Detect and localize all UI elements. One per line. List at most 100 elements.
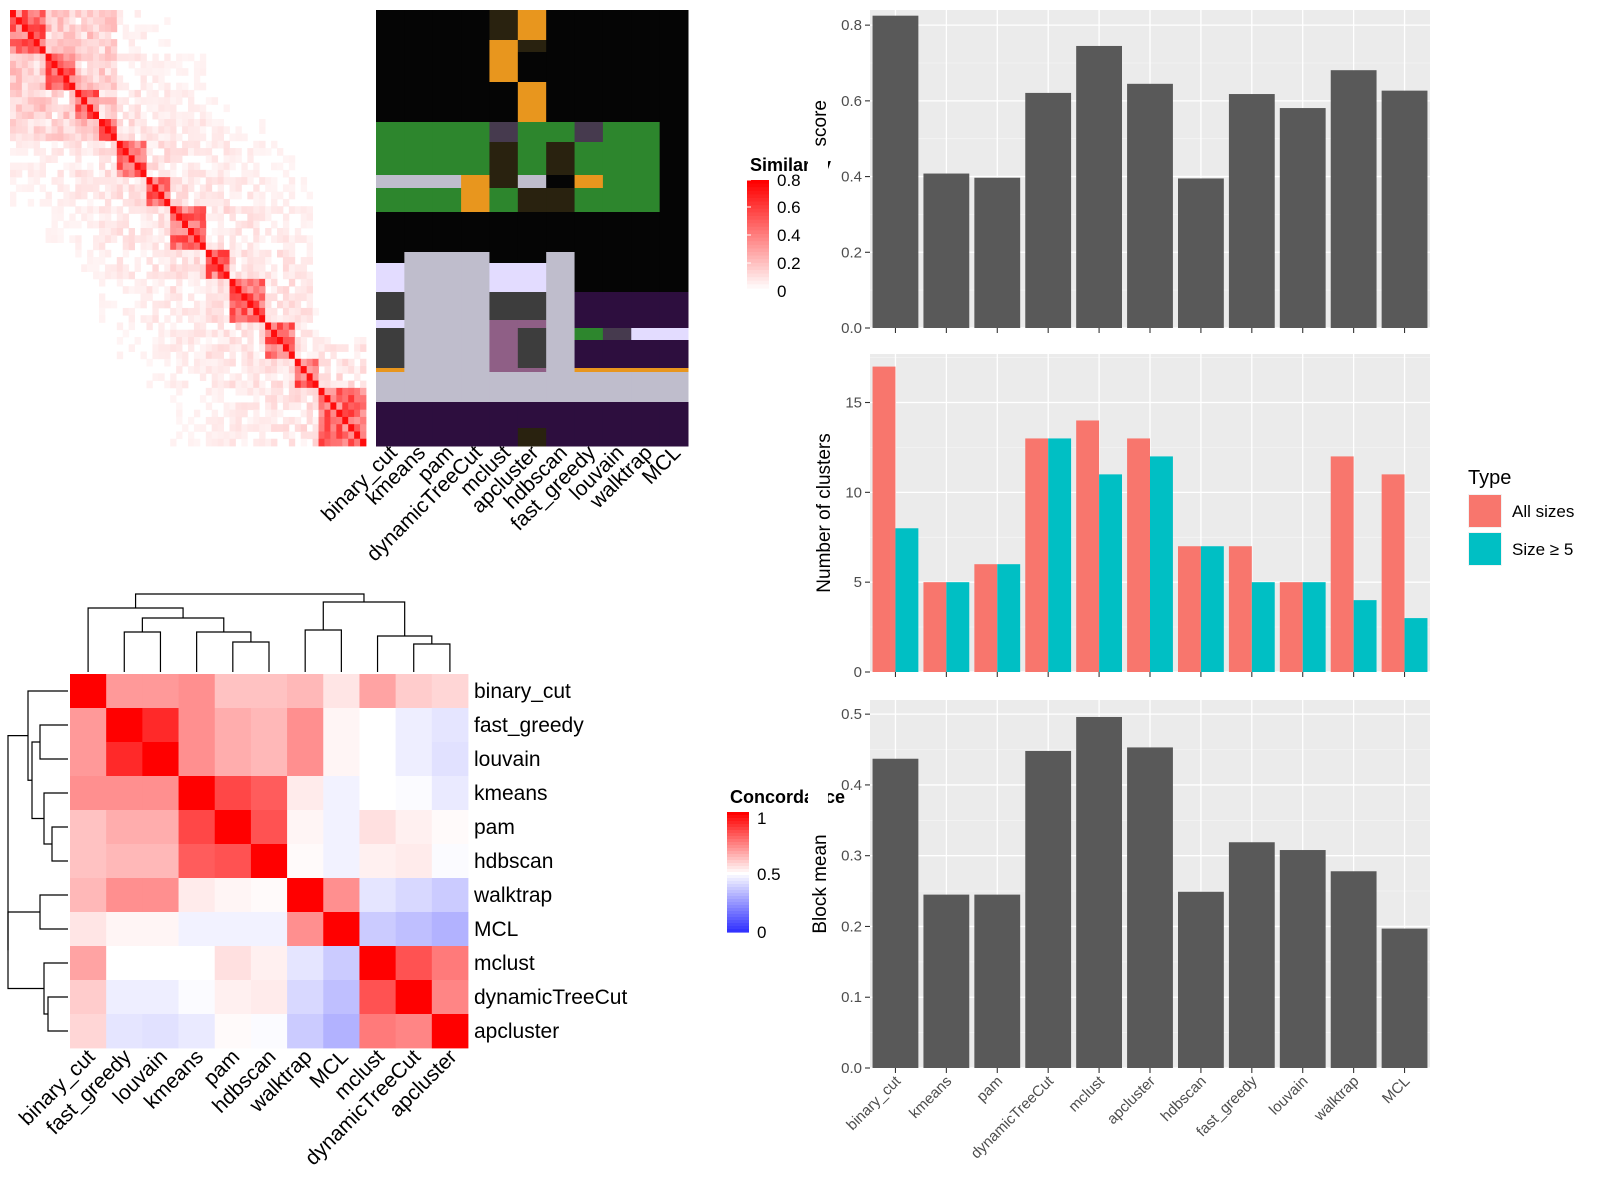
dendrogram-branch [123,631,162,672]
concordance-cell [359,674,397,709]
similarity-cell [188,148,195,156]
similarity-cell [152,344,159,352]
assignment-cell [631,212,661,253]
similarity-cell [104,191,112,200]
similarity-cell [318,337,325,345]
similarity-cell [146,213,153,222]
assignment-cell [517,142,547,176]
similarity-cell [271,286,278,294]
concordance-cell [431,912,469,947]
similarity-cell [193,140,201,149]
similarity-cell [45,75,52,84]
similarity-cell [188,242,195,251]
similarity-cell [193,315,201,323]
similarity-cell [170,111,177,120]
similarity-cell [170,155,177,163]
assignment-cell [602,142,632,176]
similarity-cell [229,249,236,258]
similarity-cell [235,402,242,411]
similarity-cell [140,242,147,251]
similarity-cell [217,395,224,403]
assignment-cell [574,252,604,264]
similarity-cell [128,155,135,163]
bar-hdbscan [1178,178,1224,328]
similarity-cell [128,235,135,243]
similarity-cell [271,264,278,272]
similarity-cell [158,97,165,105]
similarity-cell [140,228,147,236]
assignment-cell [574,122,604,143]
similarity-cell [199,329,207,338]
assignment-cell [546,212,576,253]
similarity-cell [146,126,153,134]
concordance-cell [214,708,252,743]
similarity-cell [223,366,230,374]
concordance-cell [431,844,469,879]
legend-gradient-step [747,198,769,203]
similarity-cell [81,104,88,113]
similarity-cell [241,220,248,229]
similarity-cell [271,278,278,287]
similarity-cell [247,177,254,185]
similarity-cell [354,351,361,360]
assignment-cell [659,320,689,329]
dendrogram-branch [39,724,68,760]
similarity-cell [87,213,94,222]
similarity-cell [140,155,147,163]
similarity-cell [81,24,88,33]
similarity-cell [134,97,141,105]
similarity-cell [134,140,141,149]
similarity-cell [104,169,112,178]
similarity-cell [277,424,284,432]
similarity-cell [199,82,207,91]
similarity-cell [229,162,236,171]
similarity-cell [217,337,224,345]
similarity-cell [45,53,52,62]
similarity-cell [253,242,260,251]
similarity-cell [223,104,230,113]
similarity-cell [87,89,94,98]
assignment-cell [574,372,604,403]
similarity-cell [330,387,337,396]
row-label-pam: pam [474,816,515,839]
similarity-cell [93,242,100,251]
assignment-cell [461,402,490,429]
similarity-cell [146,235,153,243]
concordance-cell [431,810,469,845]
similarity-cell [229,177,236,185]
similarity-cell [158,82,165,91]
similarity-cell [235,220,242,229]
similarity-cell [164,155,171,163]
similarity-cell [99,148,106,156]
similarity-cell [247,380,254,389]
assignment-cell [546,263,576,293]
similarity-cell [110,97,118,105]
similarity-cell [235,191,242,200]
similarity-cell [27,46,35,54]
similarity-cell [193,162,201,171]
similarity-cell [182,111,189,120]
similarity-cell [288,329,296,338]
assignment-cell [489,292,519,321]
similarity-cell [306,431,313,440]
similarity-cell [21,148,29,156]
similarity-cell [253,235,260,243]
similarity-cell [182,329,189,338]
similarity-cell [164,300,171,309]
similarity-cell [312,366,319,374]
similarity-cell [211,257,219,265]
similarity-cell [235,431,242,440]
similarity-cell [182,198,189,207]
concordance-cell [287,946,324,981]
similarity-cell [336,438,343,447]
similarity-cell [259,126,266,134]
similarity-cell [87,177,94,185]
similarity-cell [277,387,284,396]
dendrogram-branch [43,792,68,845]
similarity-cell [300,278,308,287]
similarity-cell [146,24,153,33]
similarity-cell [152,155,159,163]
similarity-cell [63,162,70,171]
